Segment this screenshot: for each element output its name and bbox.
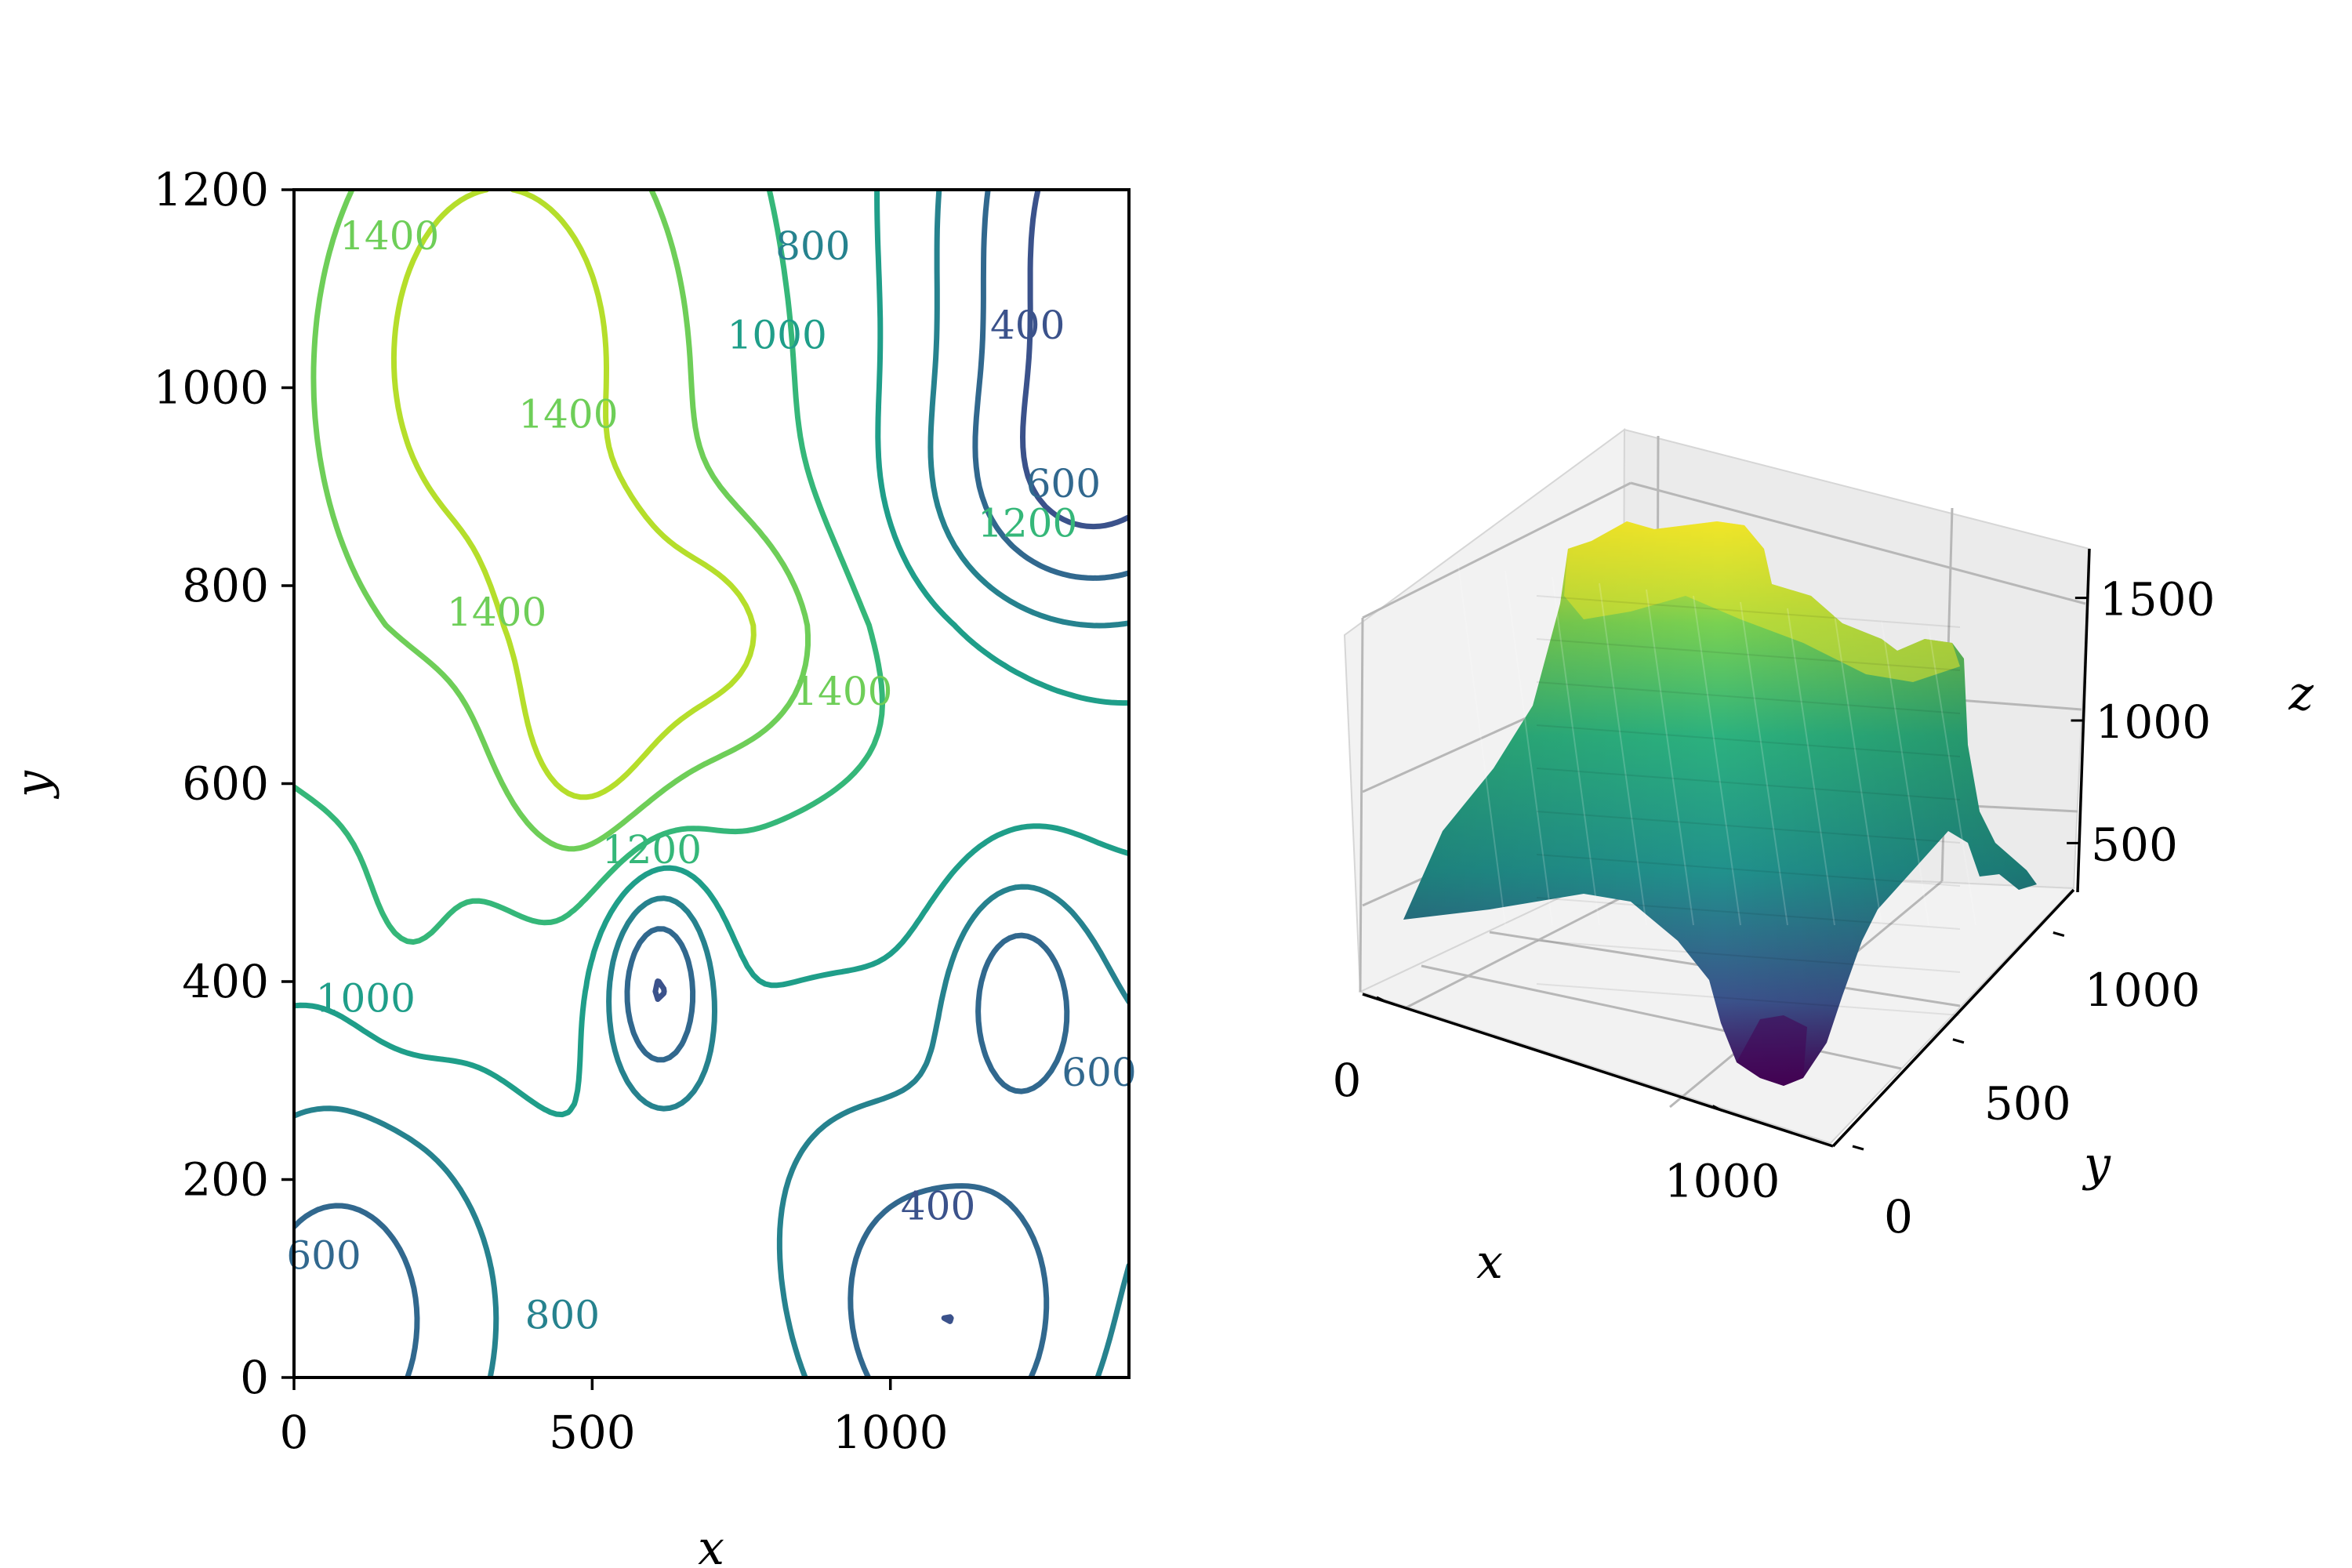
y-tick-label: 800 <box>182 559 269 612</box>
contour-line-400 <box>652 190 1129 1324</box>
surface-valley <box>1737 1015 1807 1086</box>
contour-label: 1400 <box>447 590 546 635</box>
x-tick-label: 1000 <box>833 1406 949 1459</box>
contour-label: 800 <box>525 1292 600 1338</box>
contour-line-600 <box>294 190 1129 1377</box>
surface-z-tick-label: 1000 <box>2096 695 2212 749</box>
y-tick-label: 200 <box>182 1153 269 1207</box>
surface-mesh-line <box>1536 983 1961 1016</box>
surface-y-tick-label: 500 <box>1984 1076 2071 1130</box>
surface-plot: 0 1000 0 500 1000 500 1000 1500 x y z <box>1333 428 2314 1290</box>
surface-mesh-line <box>1536 638 1961 671</box>
y-tick-label: 1200 <box>153 163 269 216</box>
contour-label: 1400 <box>793 669 892 714</box>
y-tick-label: 0 <box>240 1351 269 1404</box>
surface-x-tick-label: 1000 <box>1664 1155 1780 1208</box>
surface-x-tick-label: 0 <box>1333 1054 1362 1107</box>
surface-mesh-line <box>1646 589 1694 926</box>
surface-mesh-line <box>1740 601 1788 926</box>
y-tick-label: 600 <box>182 757 269 811</box>
surface-x-axis-label: x <box>1476 1235 1503 1290</box>
surface-ridge-highlight <box>1564 521 1960 682</box>
contour-label: 1000 <box>728 312 827 358</box>
surface-x-axis-line <box>1362 993 1834 1148</box>
contour-x-axis-label: x <box>698 1521 724 1568</box>
surface-z-axis-label: z <box>2288 666 2314 721</box>
contour-label: 600 <box>1026 461 1101 506</box>
contour-line-1000 <box>294 190 1129 1118</box>
surface-mesh-line <box>1787 608 1835 926</box>
y-tick-label: 1000 <box>153 361 269 415</box>
surface-mesh-lines <box>1457 564 1976 1016</box>
surface-mesh-line <box>1552 576 1600 926</box>
surface-mesh-line <box>1536 768 1961 800</box>
surface-mesh <box>1403 521 2037 1086</box>
surface-mesh-line <box>1536 595 1961 628</box>
surface-mesh-line <box>1457 564 1506 926</box>
contour-label: 1200 <box>602 827 702 873</box>
surface-mesh-line <box>1536 811 1961 844</box>
contour-label: 400 <box>901 1183 975 1229</box>
contour-label: 800 <box>775 223 850 269</box>
surface-y-axis-line <box>1831 888 2075 1148</box>
surface-z-tick-label: 1500 <box>2100 573 2216 626</box>
surface-mesh-line <box>1536 724 1961 757</box>
contour-label: 600 <box>286 1233 361 1279</box>
surface-y-tick-label: 1000 <box>2085 964 2201 1017</box>
surface-y-tick-mark <box>1852 1145 1864 1151</box>
x-tick-label: 500 <box>549 1406 636 1459</box>
surface-y-tick-label: 0 <box>1884 1190 1913 1243</box>
contour-ticks: 0 500 1000 0 200 400 600 800 1000 1200 <box>153 163 948 1459</box>
surface-mesh-line <box>1928 626 1976 926</box>
surface-mesh-line <box>1504 570 1553 926</box>
contour-label: 1200 <box>978 500 1077 546</box>
surface-mesh-line <box>1693 595 1741 926</box>
contour-line-1400 <box>310 190 811 852</box>
surface-z-tick-label: 500 <box>2091 818 2178 871</box>
surface-ticks: 0 1000 0 500 1000 500 1000 1500 <box>1333 573 2216 1243</box>
contour-y-axis-label: y <box>5 770 60 800</box>
surface-mesh-line <box>1834 614 1882 926</box>
surface-mesh-line <box>1881 620 1929 926</box>
contour-label: 1400 <box>339 213 439 259</box>
y-tick-label: 400 <box>182 955 269 1008</box>
contour-label: 1400 <box>518 391 618 437</box>
contour-label: 400 <box>990 303 1065 348</box>
surface-y-axis-label: y <box>2082 1137 2111 1192</box>
surface-mesh-line <box>1536 854 1961 887</box>
surface-mesh-line <box>1536 897 1961 930</box>
surface-x-tick-mark <box>1711 1105 1723 1112</box>
surface-y-tick-mark <box>1952 1038 1965 1044</box>
contour-lines <box>294 190 1129 1377</box>
surface-mesh-line <box>1599 583 1647 926</box>
contour-label: 600 <box>1062 1050 1136 1095</box>
contour-line-1600 <box>390 190 757 800</box>
surface-x-tick-mark <box>1376 996 1387 1004</box>
x-tick-label: 0 <box>280 1406 309 1459</box>
contour-plot-area <box>294 190 1129 1377</box>
contour-line-1200 <box>294 190 885 945</box>
contour-line-800 <box>294 190 1129 1377</box>
contour-label: 1000 <box>316 975 416 1021</box>
surface-mesh-line <box>1536 940 1961 973</box>
surface-mesh-line <box>1536 681 1961 714</box>
surface-y-tick-mark <box>2053 931 2065 937</box>
